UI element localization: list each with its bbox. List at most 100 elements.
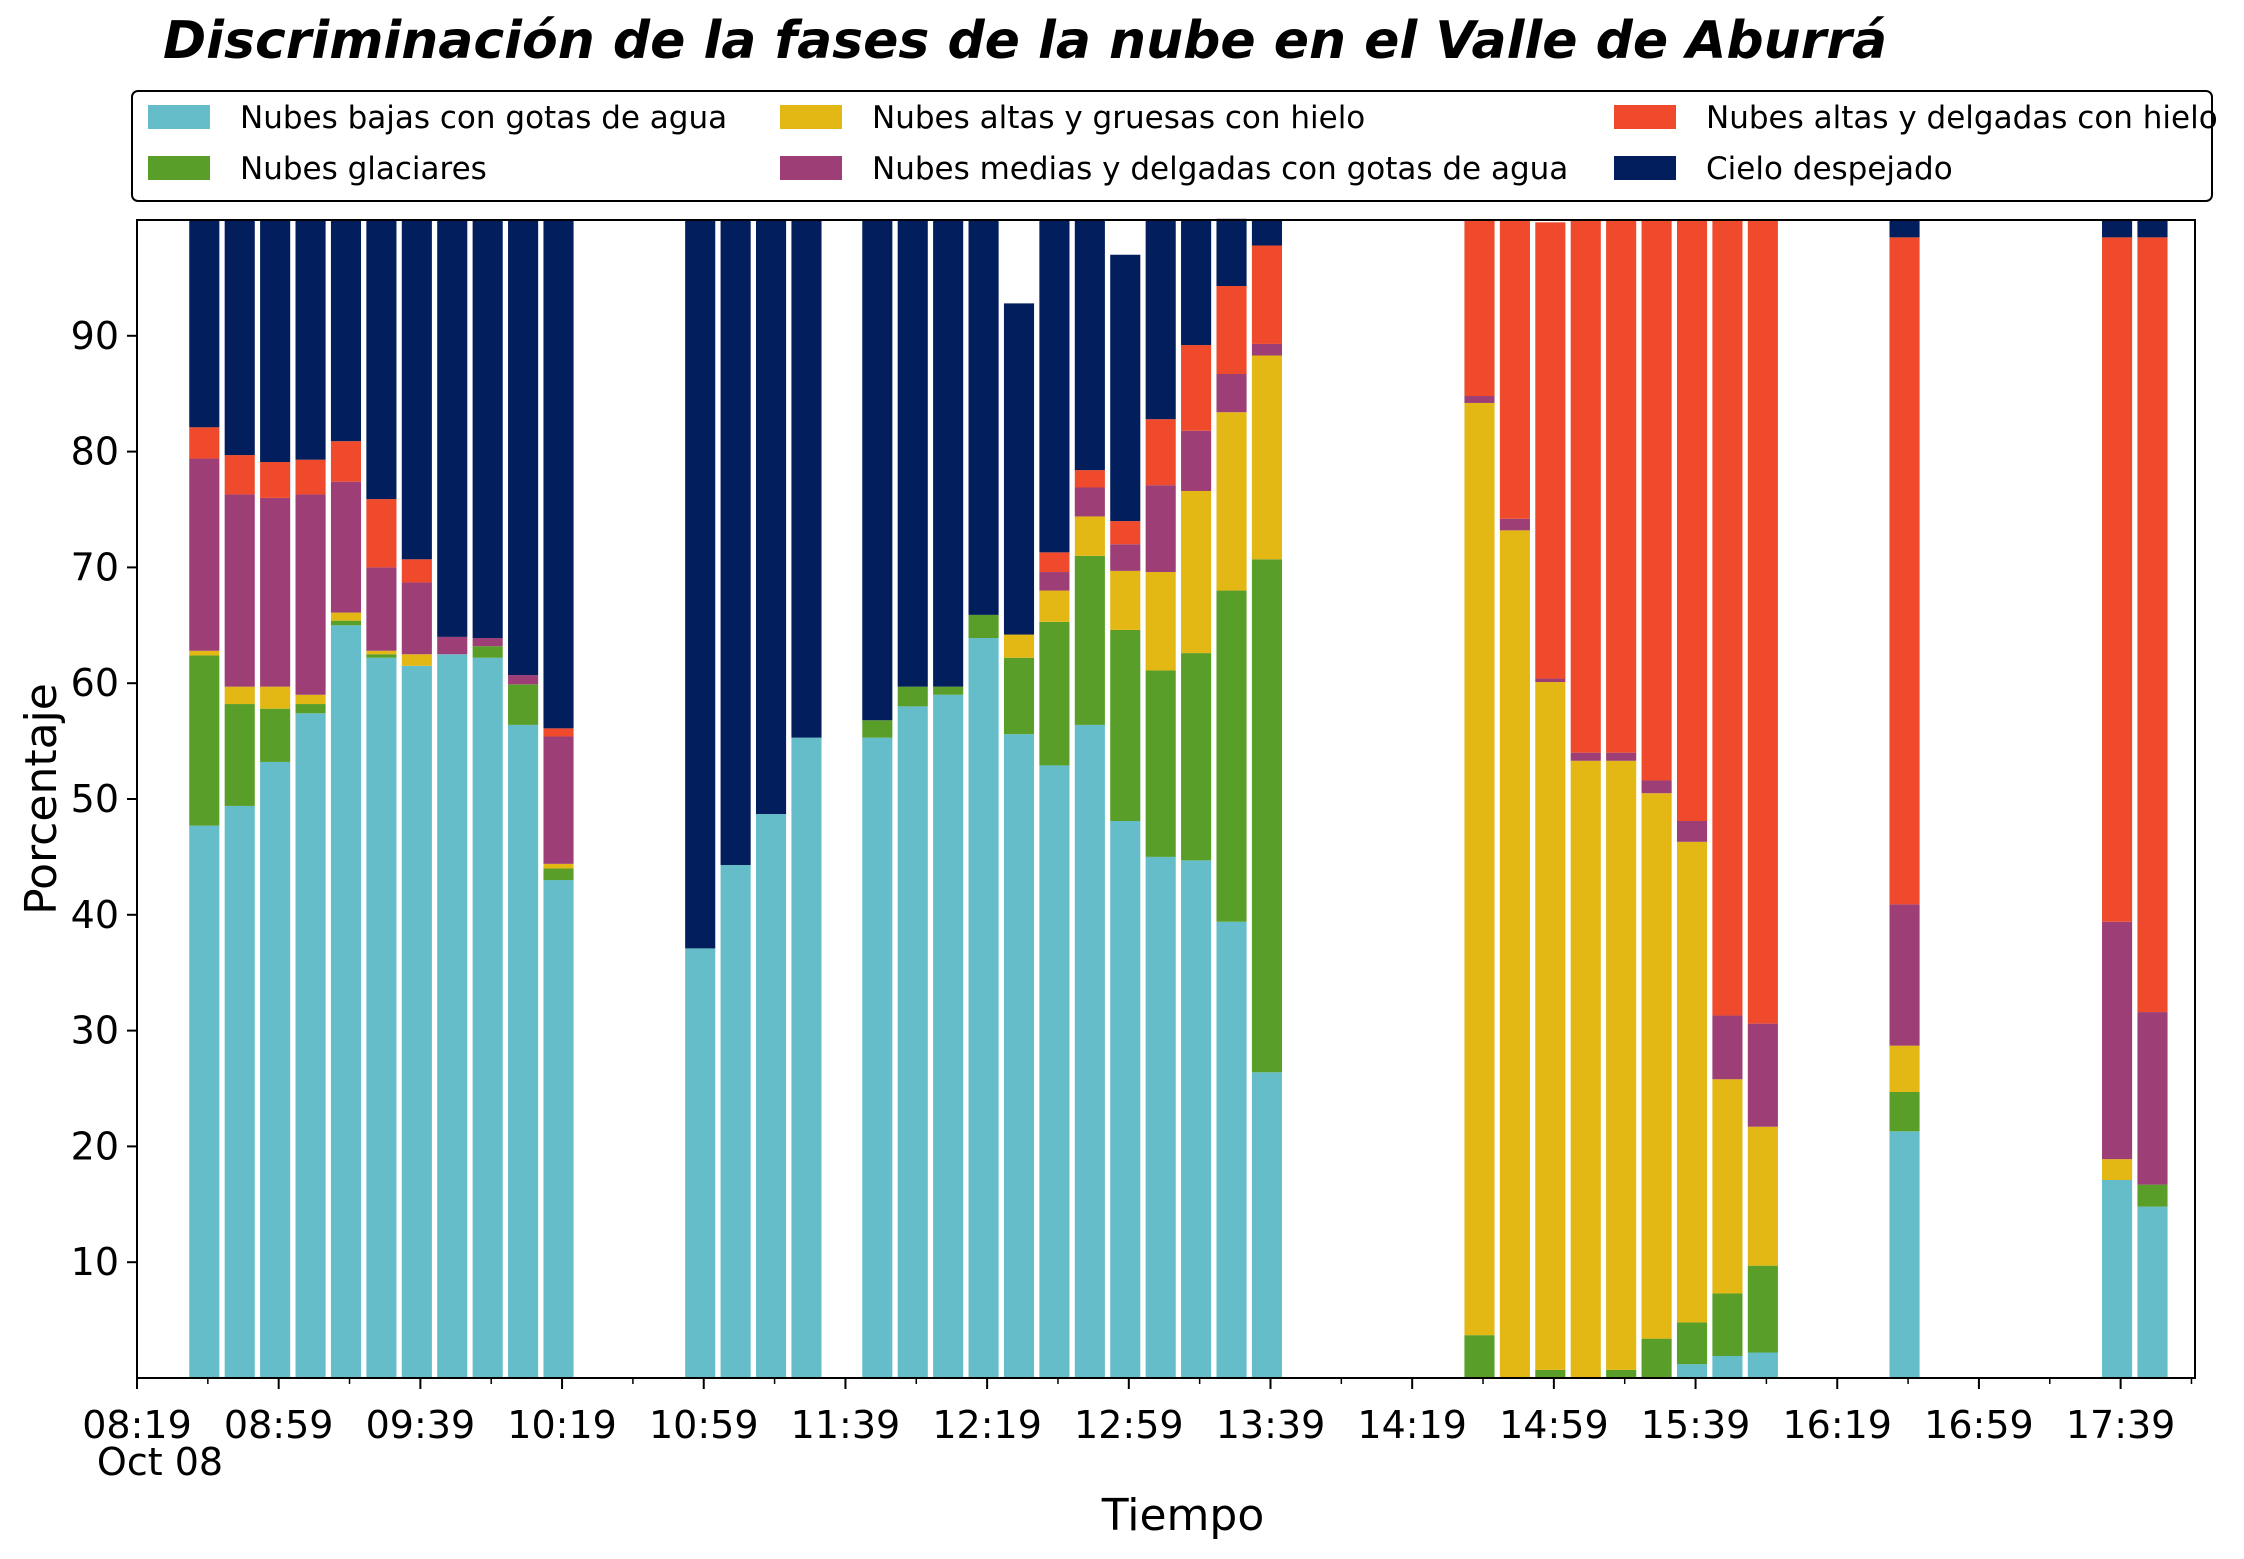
bar-segment-1148-s1	[862, 720, 893, 738]
bar-segment-0838-s2	[189, 650, 220, 656]
bar-segment-1018-s4	[543, 728, 574, 737]
bar-segment-0908-s3	[295, 494, 326, 695]
bar-segment-1248-s5	[1074, 220, 1105, 471]
bar-segment-1248-s3	[1074, 487, 1105, 517]
bar-segment-1328-s1	[1216, 590, 1247, 922]
bar-segment-1518-s4	[1606, 220, 1637, 753]
bar-segment-1018-s0	[543, 880, 574, 1378]
bar-segment-0908-s1	[295, 704, 326, 714]
y-tick-label-50: 50	[71, 777, 119, 821]
legend-swatch-2	[780, 105, 842, 129]
bar-segment-1318-s1	[1181, 653, 1212, 861]
bar-segment-1558-s3	[1747, 1023, 1778, 1127]
bar-segment-0848-s5	[224, 220, 255, 456]
y-tick-label-40: 40	[71, 893, 119, 937]
bar-segment-0858-s4	[260, 462, 291, 498]
bar-segment-1538-s3	[1676, 821, 1708, 842]
bar-segment-1748-s3	[2137, 1012, 2168, 1185]
bar-segment-1148-s5	[862, 220, 893, 721]
bar-segment-1328-s4	[1216, 286, 1247, 375]
bar-segment-1508-s2	[1570, 760, 1601, 1378]
bar-segment-0908-s4	[295, 459, 326, 495]
bar-segment-1158-s1	[897, 686, 928, 707]
chart-title: Discriminación de la fases de la nube en…	[163, 11, 1887, 71]
bar-segment-1528-s3	[1641, 780, 1672, 794]
x-tick-label-1739: 17:39	[2066, 1403, 2176, 1447]
bar-segment-1308-s1	[1145, 670, 1176, 857]
bar-segment-1448-s2	[1499, 530, 1530, 1378]
bar-segment-1538-s2	[1676, 841, 1708, 1323]
bar-segment-0928-s1	[366, 654, 397, 658]
bar-segment-1228-s2	[1003, 634, 1035, 658]
bar-segment-1528-s4	[1641, 220, 1672, 781]
bar-segment-1018-s3	[543, 736, 574, 864]
x-tick-label-1619: 16:19	[1782, 1403, 1892, 1447]
bar-segment-1548-s4	[1712, 220, 1743, 1016]
bar-segment-1558-s0	[1747, 1352, 1778, 1378]
bar-segment-1208-s5	[933, 220, 964, 687]
bar-segment-1558-s2	[1747, 1126, 1778, 1266]
bar-segment-1438-s2	[1464, 402, 1495, 1336]
bar-segment-1538-s4	[1676, 220, 1708, 821]
bar-segment-1208-s0	[933, 694, 964, 1378]
bar-segment-0858-s0	[260, 761, 291, 1378]
bar-segment-1008-s3	[508, 675, 539, 685]
x-tick-label-0819: 08:19	[82, 1403, 192, 1447]
bar-segment-0948-s5	[437, 220, 468, 637]
bar-segment-1638-s4	[1889, 237, 1920, 905]
bar-segment-0928-s0	[366, 657, 397, 1378]
bar-segment-1008-s0	[508, 724, 539, 1378]
bar-segment-1518-s3	[1606, 752, 1637, 761]
bar-segment-1018-s2	[543, 863, 574, 869]
bar-segment-0838-s4	[189, 427, 220, 459]
bar-segment-0948-s0	[437, 654, 468, 1378]
bar-segment-1548-s0	[1712, 1356, 1743, 1378]
bar-segment-1538-s0	[1676, 1364, 1708, 1378]
bar-segment-0918-s1	[330, 620, 362, 626]
bar-segment-1258-s5	[1110, 254, 1141, 522]
bar-segment-1218-s5	[968, 220, 999, 615]
bar-segment-1058-s0	[685, 948, 716, 1378]
bar-segment-0908-s5	[295, 220, 326, 460]
bar-segment-1338-s4	[1251, 245, 1283, 344]
bar-segment-0918-s0	[330, 625, 362, 1378]
bar-segment-1158-s0	[897, 706, 928, 1378]
bar-segment-1338-s5	[1251, 220, 1283, 246]
bar-segment-1638-s1	[1889, 1091, 1920, 1132]
x-tick-label-0859: 08:59	[224, 1403, 334, 1447]
bar-segment-0928-s4	[366, 499, 397, 568]
bar-segment-1748-s1	[2137, 1184, 2168, 1207]
bar-segment-1018-s5	[543, 220, 574, 729]
legend-items: Nubes bajas con gotas de agua Nubes glaci…	[148, 100, 2218, 187]
bar-segment-1448-s4	[1499, 220, 1530, 519]
bar-segment-0858-s1	[260, 708, 291, 762]
bar-segment-1258-s2	[1110, 570, 1141, 630]
bar-segment-1108-s0	[720, 865, 751, 1378]
legend-label-3: Nubes medias y delgadas con gotas de agu…	[872, 151, 1568, 187]
bar-segment-1338-s3	[1251, 343, 1283, 356]
bar-segment-1458-s4	[1535, 222, 1566, 679]
bar-segment-0848-s2	[224, 686, 255, 705]
bar-segment-0858-s5	[260, 220, 291, 463]
bar-segment-1258-s0	[1110, 821, 1141, 1378]
bar-segment-1118-s5	[755, 220, 787, 815]
bar-segment-0918-s2	[330, 612, 362, 621]
bar-segment-1748-s4	[2137, 237, 2168, 1013]
bar-segment-1458-s2	[1535, 682, 1566, 1370]
y-axis-label: Porcentaje	[16, 683, 67, 915]
legend-swatch-5	[1614, 156, 1676, 180]
legend-swatch-0	[148, 105, 210, 129]
bar-segment-1128-s0	[791, 737, 822, 1378]
bar-segment-1248-s0	[1074, 724, 1105, 1378]
x-axis-label: Tiempo	[1101, 1490, 1265, 1541]
bar-segment-1438-s1	[1464, 1335, 1495, 1378]
bar-segment-0938-s2	[401, 654, 432, 666]
bar-segment-1548-s3	[1712, 1015, 1743, 1080]
legend: Nubes bajas con gotas de agua Nubes glaci…	[131, 90, 2218, 202]
bar-segment-1558-s1	[1747, 1265, 1778, 1353]
bar-segment-0918-s4	[330, 441, 362, 482]
legend-frame	[131, 90, 2213, 202]
bar-segment-1528-s2	[1641, 793, 1672, 1339]
